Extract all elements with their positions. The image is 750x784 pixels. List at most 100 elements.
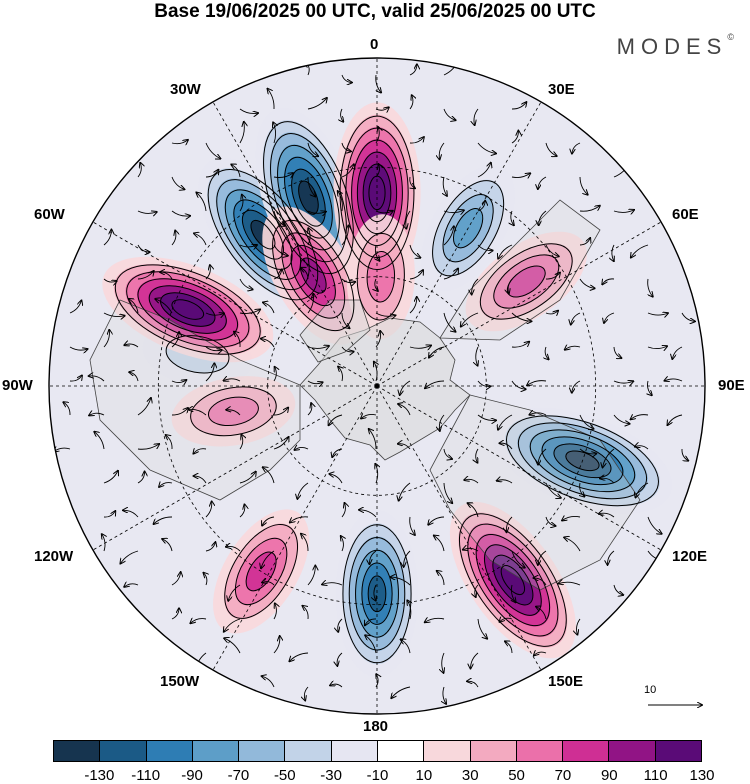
- wind-arrow: [171, 176, 184, 189]
- wind-arrow: [273, 122, 275, 144]
- wind-arrow: [511, 210, 514, 225]
- contour-line: [160, 292, 216, 327]
- wind-arrow: [545, 482, 561, 498]
- wind-arrow: [171, 608, 179, 620]
- wind-arrow: [442, 652, 444, 673]
- contour-line: [553, 443, 612, 479]
- wind-arrow: [647, 516, 662, 534]
- wind-arrow: [307, 380, 323, 384]
- wind-arrow: [369, 550, 377, 564]
- colorbar-swatch: [655, 741, 701, 761]
- wind-arrow: [301, 534, 309, 552]
- wind-arrow: [137, 211, 157, 213]
- wind-arrow: [273, 173, 293, 177]
- wind-arrow: [499, 443, 513, 450]
- wind-arrow: [263, 467, 275, 484]
- colorbar-swatch: [331, 741, 378, 761]
- wind-arrow: [529, 413, 547, 415]
- wind-arrow: [129, 372, 139, 382]
- lon-label-30e: 30E: [548, 81, 575, 98]
- colorbar-swatch: [146, 741, 193, 761]
- wind-arrow: [647, 346, 667, 348]
- wind-arrow: [511, 131, 518, 144]
- wind-arrow: [579, 448, 596, 454]
- wind-arrow: [341, 74, 352, 83]
- contour-line: [493, 254, 560, 309]
- wind-arrow: [365, 635, 377, 654]
- wind-arrow: [434, 536, 445, 552]
- wind-arrow: [464, 479, 479, 484]
- wind-arrow: [124, 584, 139, 587]
- wind-arrow: [69, 301, 81, 314]
- wind-arrow: [375, 278, 378, 291]
- wind-arrow: [263, 302, 275, 314]
- wind-arrow: [538, 550, 547, 565]
- wind-arrow: [273, 603, 276, 620]
- colorbar-tick-label: 50: [508, 767, 525, 784]
- wind-arrow: [262, 516, 275, 526]
- wind-arrow: [365, 618, 377, 625]
- wind-arrow: [137, 398, 151, 416]
- wind-arrow: [196, 192, 207, 212]
- colorbar-swatch: [100, 741, 147, 761]
- wind-arrow: [497, 480, 513, 484]
- wind-arrow: [545, 516, 555, 526]
- wind-arrow: [545, 244, 559, 256]
- colorbar-swatch: [424, 741, 471, 761]
- wind-arrow: [341, 108, 344, 122]
- wind-arrow: [304, 686, 309, 700]
- wind-arrow: [307, 346, 329, 349]
- wind-arrow: [443, 226, 454, 246]
- colorbar-tick-label: -50: [273, 767, 296, 784]
- colorbar-swatch: [563, 741, 610, 761]
- wind-arrow: [332, 448, 343, 457]
- wind-arrow: [308, 228, 310, 246]
- anomaly-lobe: [500, 565, 525, 595]
- wind-arrow: [534, 652, 547, 655]
- wind-arrow: [461, 312, 479, 327]
- wind-arrow: [443, 482, 452, 503]
- wind-arrow: [103, 278, 117, 282]
- wind-arrow: [239, 278, 253, 289]
- wind-arrow: [228, 584, 241, 601]
- contour-line: [241, 209, 284, 260]
- wind-arrow: [559, 582, 581, 586]
- lon-label-120e: 120E: [672, 548, 708, 565]
- contour-line: [367, 575, 387, 613]
- wind-arrow: [534, 578, 547, 586]
- contour-line: [171, 299, 205, 320]
- wind-arrow: [341, 164, 354, 178]
- wind-arrow: [190, 619, 207, 624]
- wind-arrow: [137, 244, 150, 252]
- wind-arrow: [409, 137, 424, 144]
- wind-arrow: [635, 482, 649, 497]
- wind-arrow: [159, 483, 173, 487]
- wind-arrow: [205, 501, 212, 518]
- wind-arrow: [224, 379, 241, 381]
- wind-arrow: [307, 566, 315, 586]
- contour-line: [234, 537, 288, 606]
- contour-line: [165, 335, 230, 374]
- wind-arrow: [375, 127, 379, 144]
- wind-arrow: [572, 380, 581, 393]
- wind-arrow: [428, 516, 445, 525]
- wind-arrow: [205, 265, 210, 280]
- wind-arrow: [338, 191, 343, 212]
- wind-arrow: [398, 404, 411, 416]
- brand-name: MODES: [616, 34, 728, 59]
- lon-label-180: 180: [363, 718, 389, 735]
- meridian-line: [212, 385, 378, 671]
- colorbar-tick-label: 90: [600, 767, 618, 784]
- wind-arrow: [409, 345, 431, 348]
- wind-arrow: [498, 244, 513, 259]
- wind-arrow: [476, 448, 478, 463]
- anomaly-lobe: [506, 265, 546, 298]
- wind-arrow: [409, 95, 413, 110]
- wind-arrow: [239, 245, 257, 247]
- wind-arrow: [294, 447, 309, 449]
- wind-arrow: [599, 513, 615, 518]
- contour-line: [233, 199, 293, 270]
- wind-arrow: [239, 122, 244, 144]
- wind-arrow: [398, 444, 411, 450]
- wind-arrow: [273, 210, 285, 226]
